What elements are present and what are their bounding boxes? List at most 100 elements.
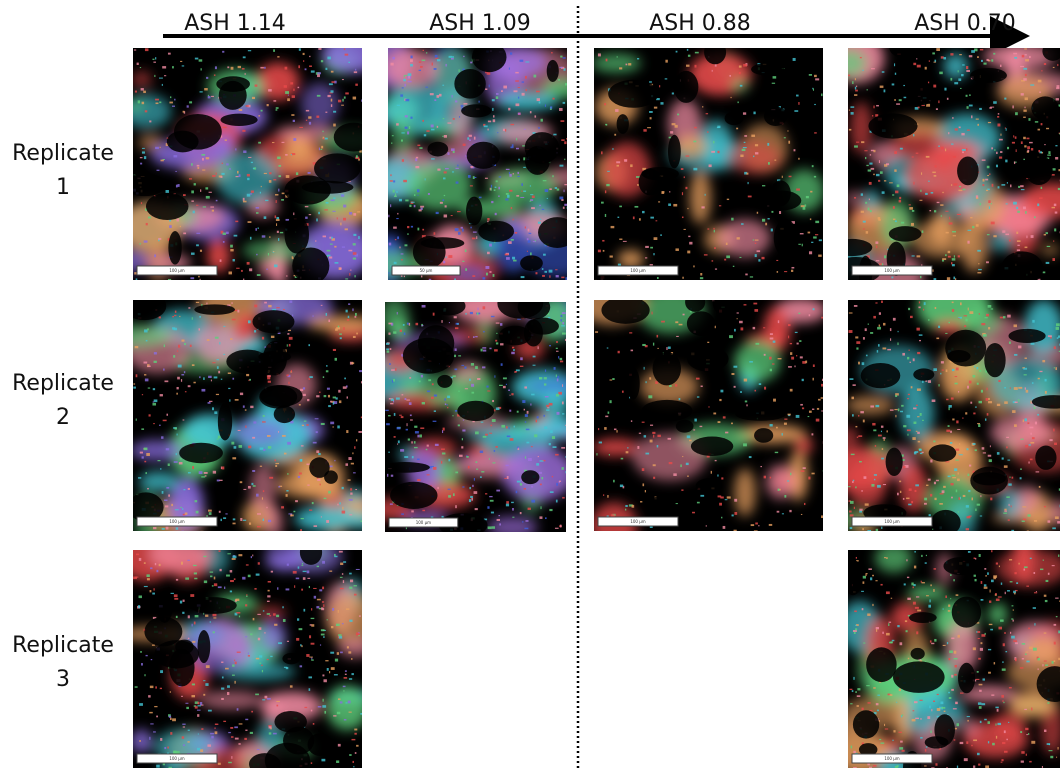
grain [1016,149,1017,152]
grain [176,453,177,455]
grain [999,139,1003,141]
void [929,444,957,461]
grain [852,690,854,692]
grain [1013,53,1017,55]
grain [338,634,341,636]
grain [951,483,954,485]
grain [809,314,811,316]
grain [990,498,992,501]
grain-region [131,71,152,88]
grain [218,436,221,439]
grain [352,308,353,311]
grain [1023,137,1026,139]
grain [347,646,349,648]
void [725,111,744,125]
grain [163,369,164,371]
grain [598,428,599,430]
grain [549,270,553,273]
grain [540,506,541,509]
grain [1038,668,1039,670]
grain [755,522,758,524]
grain [154,399,158,402]
grain [947,642,948,644]
grain [457,323,458,325]
micrograph: 100 µm [830,532,1060,770]
grain [857,705,859,707]
grain [247,262,250,265]
grain [1004,98,1006,100]
grain [955,449,959,451]
grain [254,305,257,308]
grain [311,762,312,764]
grain [604,427,607,430]
grain [356,633,360,636]
grain [434,99,436,101]
grain [988,401,992,403]
grain [264,696,267,699]
grain [275,465,277,467]
grain [562,384,563,387]
grain [394,413,396,416]
scale-bar-label: 100 µm [169,268,184,273]
grain [932,399,936,402]
grain [872,115,873,116]
grain [307,578,310,579]
grain [1032,320,1034,323]
grain [338,326,339,328]
void [179,443,223,463]
grain [234,726,238,728]
grain [787,480,789,481]
grain [212,362,215,363]
grain [333,426,334,427]
void [285,216,310,254]
grain [452,56,454,58]
grain [971,498,973,501]
grain [528,458,532,461]
grain [390,403,393,404]
grain [642,468,644,471]
grain [138,477,141,479]
grain [320,644,321,645]
grain [962,64,965,65]
grain [508,108,510,111]
grain [222,51,224,53]
grain [520,483,522,485]
grain [238,554,242,556]
grain [174,99,175,101]
grain [784,423,787,425]
grain [299,404,301,406]
grain [758,259,760,261]
grain [492,108,493,111]
grain [849,110,850,111]
grain [1025,654,1027,655]
grain [140,163,142,165]
grain [229,168,230,170]
grain [1021,189,1025,190]
grain [358,236,360,239]
grain [997,709,999,712]
grain [724,259,726,261]
grain [790,343,792,344]
grain [288,95,289,96]
grain [298,476,300,478]
grain [892,83,895,85]
grain [612,148,614,149]
grain [800,356,803,358]
grain [321,634,325,636]
grain [912,719,916,721]
grain [155,99,159,101]
grain [489,496,492,497]
grain-region [307,315,377,331]
grain [1023,110,1026,112]
grain [1052,527,1056,529]
grain [159,564,161,566]
grain [642,344,645,346]
grain [419,61,421,62]
grain [237,171,239,174]
void [696,478,723,493]
grain [984,584,987,586]
column-header: ASH 0.70 [914,11,1016,36]
grain [145,110,148,112]
grain [965,319,967,322]
grain [867,530,871,533]
